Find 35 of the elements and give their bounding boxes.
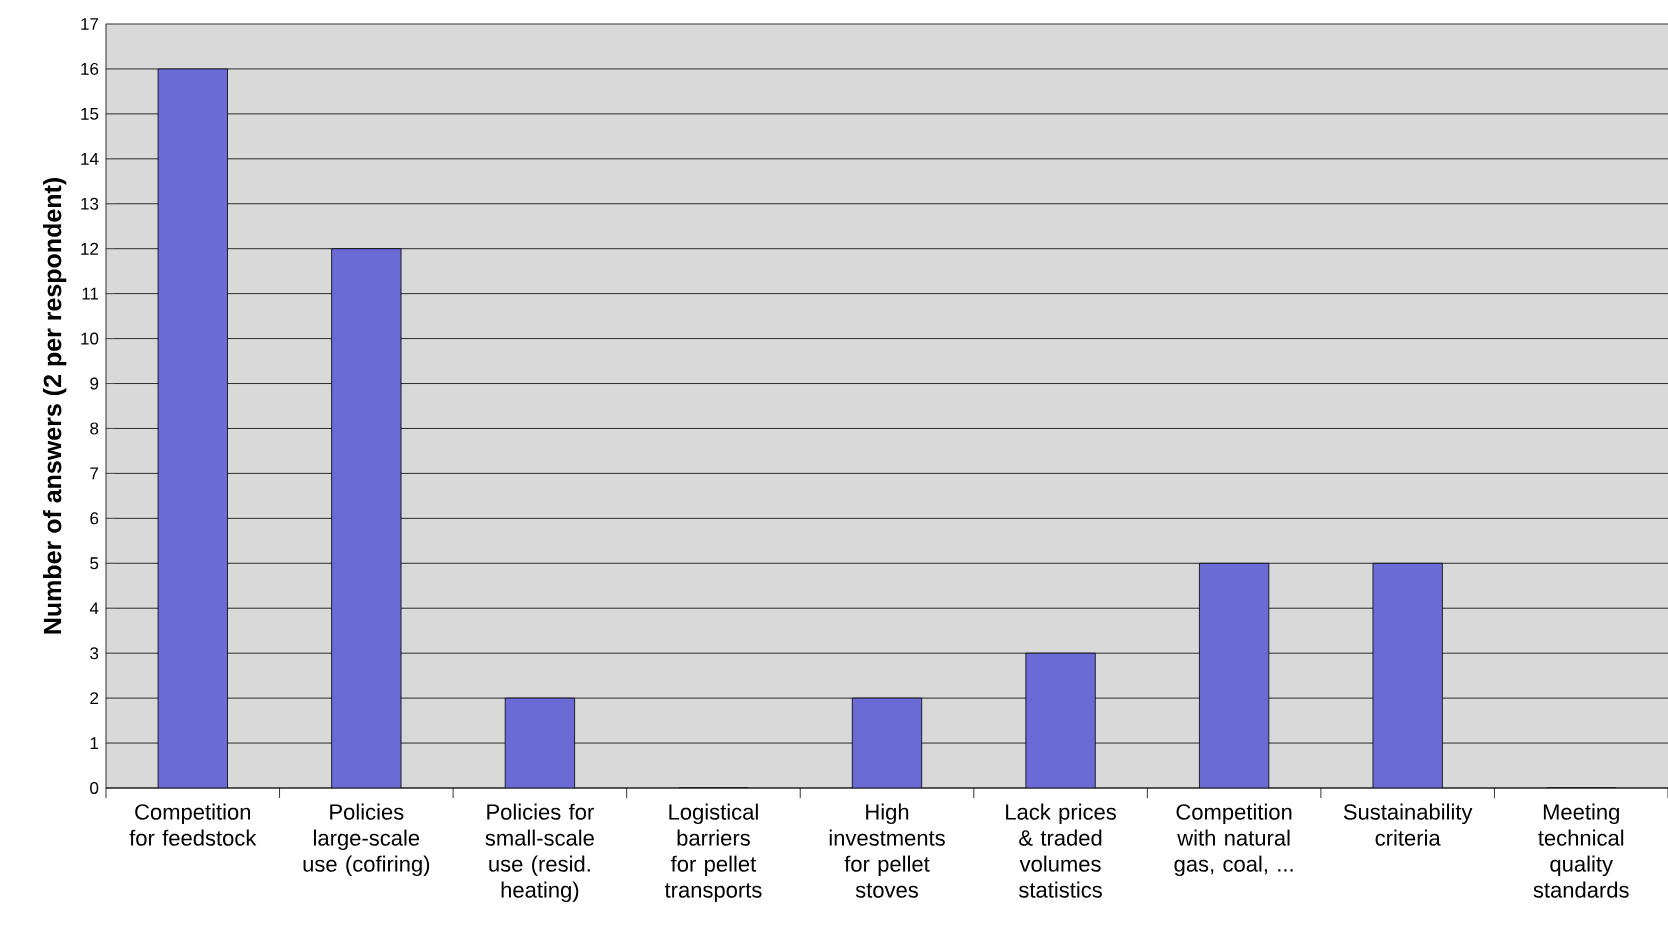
bar (157, 68, 228, 788)
x-tick-label: Sustainability criteria (1343, 803, 1473, 846)
y-tick-label: 6 (90, 512, 99, 525)
bar (1025, 652, 1096, 788)
y-tick-label: 3 (90, 647, 99, 660)
y-tick-label: 9 (90, 377, 99, 390)
x-tick-label: Meeting technical quality standards (1533, 803, 1629, 898)
x-tick-label: Competition for feedstock (129, 803, 257, 846)
x-tick-label: Logistical barriers for pellet transports (664, 803, 762, 903)
y-axis-title: Number of answers (2 per respondent) (42, 178, 67, 634)
y-tick-label: 11 (82, 287, 99, 300)
x-tick-label: Policies for small-scale use (resid. heating) (485, 803, 594, 903)
bar (1372, 562, 1443, 788)
bar (1199, 562, 1270, 788)
y-tick-label: 13 (81, 197, 99, 210)
y-tick-label: 4 (89, 602, 99, 615)
y-tick-label: 12 (81, 242, 99, 255)
y-tick-label: 14 (81, 152, 99, 165)
y-tick-label: 2 (90, 692, 99, 705)
y-tick-label: 7 (90, 467, 99, 480)
x-tick-label: Policies large-scale use (cofiring) (303, 803, 430, 877)
y-tick-label: 8 (90, 422, 99, 435)
x-tick-label: Competition with natural gas, coal, ... (1174, 803, 1293, 877)
bar (331, 248, 402, 788)
y-tick-label: 5 (90, 557, 99, 570)
y-tick-label: 0 (90, 781, 99, 795)
y-tick-label: 15 (81, 107, 99, 120)
y-tick-label: 16 (81, 62, 99, 75)
y-tick-label: 10 (81, 332, 99, 345)
y-tick-label: 1 (90, 737, 99, 749)
y-tick-label: 17 (81, 18, 99, 30)
bar (504, 697, 575, 788)
x-tick-label: High investments for pellet stoves (829, 803, 945, 898)
x-tick-label: Lack prices & traded volumes statistics (1006, 803, 1116, 898)
bar (851, 697, 923, 788)
